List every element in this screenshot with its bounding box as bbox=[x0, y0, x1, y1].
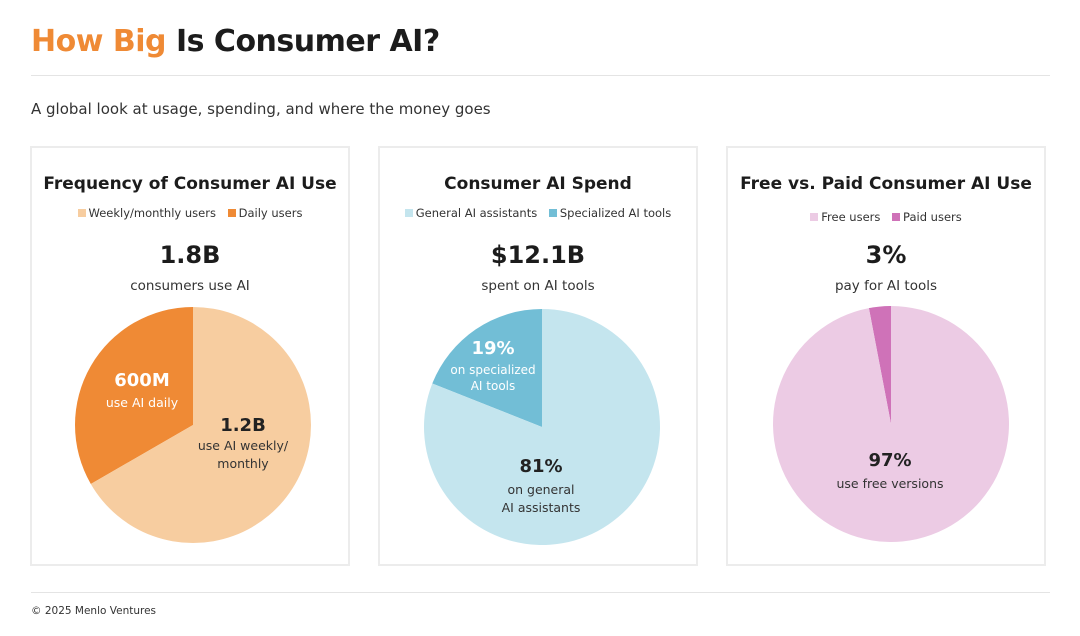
label-weekly-text-2: monthly bbox=[217, 456, 269, 471]
headline-number: 1.8B bbox=[159, 241, 221, 269]
legend-label: Specialized AI tools bbox=[559, 206, 672, 220]
title-accent: How Big bbox=[31, 24, 167, 59]
legend: Weekly/monthly users Daily users bbox=[32, 206, 348, 220]
label-free-text: use free versions bbox=[836, 476, 943, 491]
legend-item-free: Free users bbox=[810, 210, 880, 224]
legend-label: Free users bbox=[821, 210, 881, 224]
panel-frequency: Frequency of Consumer AI Use Weekly/mont… bbox=[30, 146, 350, 566]
legend: Free users Paid users bbox=[728, 210, 1044, 224]
header-divider bbox=[31, 75, 1050, 76]
pie-slice-paid bbox=[868, 306, 891, 424]
panel-title: Consumer AI Spend bbox=[444, 174, 632, 194]
label-weekly-value: 1.2B bbox=[220, 415, 266, 436]
legend-item-daily: Daily users bbox=[227, 206, 303, 220]
page-subtitle: A global look at usage, spending, and wh… bbox=[31, 100, 491, 118]
legend-item-specialized: Specialized AI tools bbox=[548, 206, 672, 220]
label-specialized-text-1: on specialized bbox=[450, 363, 535, 377]
legend-label: Paid users bbox=[903, 210, 962, 224]
label-general-text-2: AI assistants bbox=[502, 500, 581, 515]
footer-copyright: © 2025 Menlo Ventures bbox=[31, 605, 157, 617]
legend-item-general: General AI assistants bbox=[404, 206, 538, 220]
title-rest: Is Consumer AI? bbox=[166, 24, 440, 59]
label-weekly-text-1: use AI weekly/ bbox=[198, 438, 289, 453]
panel-title: Free vs. Paid Consumer AI Use bbox=[740, 174, 1032, 194]
pie-slice-specialized bbox=[432, 309, 542, 427]
pie-chart-free-paid: 97% use free versions bbox=[773, 306, 1010, 542]
label-general-text-1: on general bbox=[507, 482, 574, 497]
legend-swatch-weekly bbox=[77, 209, 86, 217]
headline-caption: spent on AI tools bbox=[481, 278, 595, 294]
headline-number: $12.1B bbox=[490, 241, 586, 269]
pie-chart-frequency: 600M use AI daily 1.2B use AI weekly/ mo… bbox=[75, 307, 312, 543]
panel-free-paid: Free vs. Paid Consumer AI Use Free users… bbox=[726, 146, 1046, 566]
legend-label: Daily users bbox=[238, 206, 303, 220]
legend-swatch-general bbox=[404, 209, 413, 217]
pie-slice-weekly bbox=[90, 307, 312, 543]
panel-spend: Consumer AI Spend General AI assistants … bbox=[378, 146, 698, 566]
headline-number: 3% bbox=[865, 241, 907, 269]
legend-item-weekly: Weekly/monthly users bbox=[77, 206, 216, 220]
panel-title: Frequency of Consumer AI Use bbox=[43, 174, 337, 194]
footer-divider bbox=[31, 592, 1050, 593]
legend-swatch-daily bbox=[227, 209, 236, 217]
legend-swatch-paid bbox=[892, 213, 901, 221]
pie-slice-free bbox=[773, 306, 1010, 542]
pie-slice-general bbox=[424, 309, 661, 545]
pie-slice-daily bbox=[75, 307, 193, 484]
headline-caption: consumers use AI bbox=[130, 278, 250, 294]
label-specialized-text-2: AI tools bbox=[471, 379, 516, 393]
legend-label: Weekly/monthly users bbox=[88, 206, 216, 220]
label-general-value: 81% bbox=[519, 456, 562, 477]
headline-caption: pay for AI tools bbox=[834, 278, 938, 294]
label-daily-text: use AI daily bbox=[106, 395, 179, 410]
legend-swatch-free bbox=[810, 213, 819, 221]
legend-label: General AI assistants bbox=[415, 206, 538, 220]
label-free-value: 97% bbox=[868, 450, 911, 471]
label-daily-value: 600M bbox=[114, 370, 170, 391]
label-specialized-value: 19% bbox=[471, 338, 514, 359]
legend-swatch-specialized bbox=[548, 209, 557, 217]
pie-chart-spend: 19% on specialized AI tools 81% on gener… bbox=[424, 309, 661, 545]
legend-item-paid: Paid users bbox=[892, 210, 962, 224]
legend: General AI assistants Specialized AI too… bbox=[380, 206, 696, 220]
page-title: How Big Is Consumer AI? bbox=[31, 24, 440, 59]
